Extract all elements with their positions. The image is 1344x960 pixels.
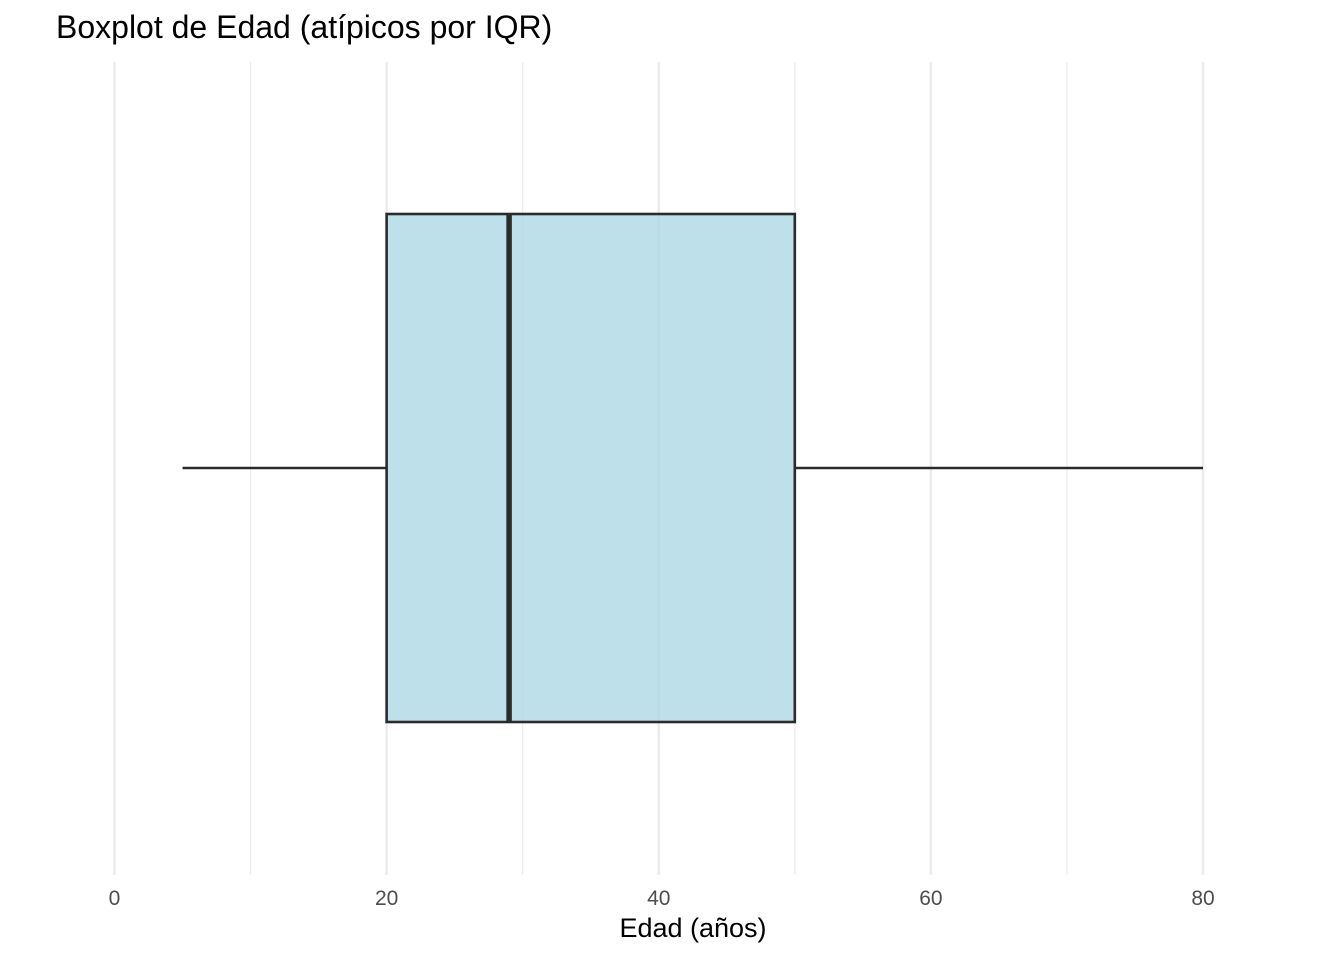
x-axis: 0 20 40 60 80	[109, 887, 1215, 910]
x-axis-title: Edad (años)	[619, 913, 767, 943]
x-tick-label: 0	[109, 887, 121, 910]
x-tick-label: 40	[647, 887, 670, 910]
x-tick-label: 80	[1191, 887, 1214, 910]
x-tick-label: 20	[375, 887, 398, 910]
x-tick-label: 60	[919, 887, 942, 910]
iqr-box	[385, 212, 797, 724]
boxplot-series	[182, 212, 1203, 724]
chart-title: Boxplot de Edad (atípicos por IQR)	[56, 9, 553, 45]
